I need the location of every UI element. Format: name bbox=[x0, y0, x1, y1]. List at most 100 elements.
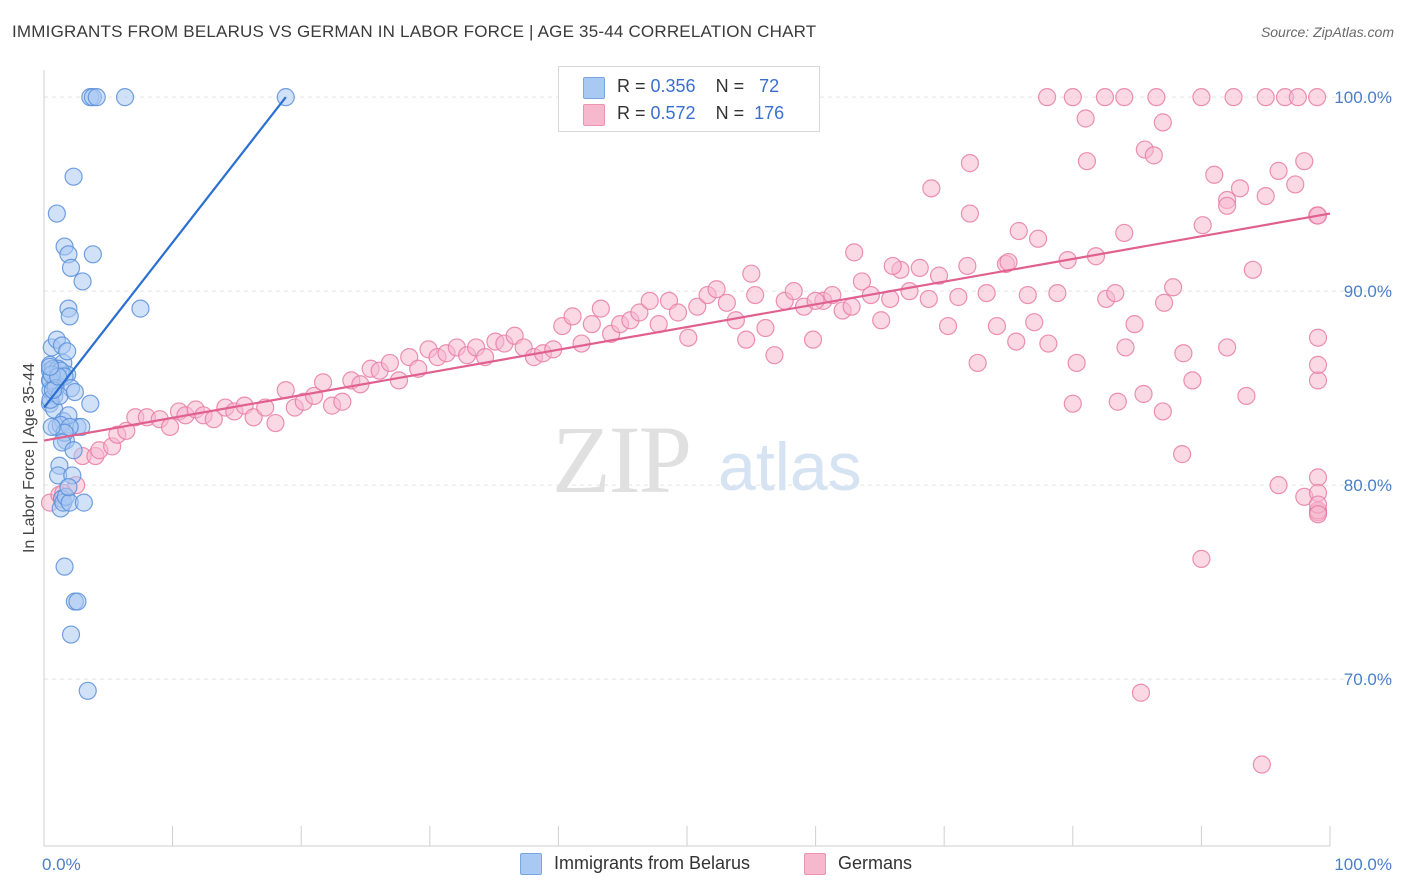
legend-n-value: 176 bbox=[754, 103, 785, 123]
german-point-129 bbox=[1295, 152, 1314, 171]
german-point-135 bbox=[922, 179, 941, 198]
legend-swatch-germans bbox=[583, 104, 605, 126]
german-point-122 bbox=[1205, 165, 1224, 184]
german-point-22 bbox=[244, 408, 263, 427]
german-point-151 bbox=[1308, 371, 1328, 390]
german-point-155 bbox=[1308, 328, 1328, 347]
german-point-104 bbox=[1028, 229, 1048, 248]
german-point-159 bbox=[1252, 755, 1271, 774]
german-point-144 bbox=[1192, 549, 1211, 568]
german-point-169 bbox=[1288, 88, 1307, 107]
german-point-71 bbox=[717, 293, 736, 312]
german-point-108 bbox=[1067, 353, 1086, 373]
stats-legend: R = 0.356 N = 72 R = 0.572 N = 176 bbox=[558, 66, 820, 132]
german-point-91 bbox=[910, 258, 929, 277]
german-point-138 bbox=[1025, 313, 1044, 332]
legend-r-value: 0.356 bbox=[650, 76, 696, 96]
german-point-162 bbox=[1095, 88, 1115, 107]
belarus-point-48 bbox=[60, 307, 79, 326]
legend-n-label: N = bbox=[715, 103, 750, 123]
german-point-93 bbox=[929, 266, 949, 285]
german-point-76 bbox=[765, 346, 784, 365]
x-tick-label-left: 0.0% bbox=[42, 855, 81, 874]
german-point-171 bbox=[1076, 109, 1095, 128]
german-point-143 bbox=[1173, 445, 1192, 464]
german-point-119 bbox=[1174, 344, 1193, 363]
bottom-legend-swatch-belarus bbox=[520, 853, 542, 875]
german-point-167 bbox=[1256, 88, 1275, 107]
belarus-point-37 bbox=[68, 592, 87, 611]
german-point-31 bbox=[333, 392, 352, 411]
y-axis-label: In Labor Force | Age 35-44 bbox=[21, 363, 38, 553]
bottom-legend-label-germans: Germans bbox=[838, 853, 913, 873]
german-point-96 bbox=[958, 256, 977, 276]
series-belarus bbox=[40, 88, 295, 700]
german-point-102 bbox=[1009, 221, 1028, 241]
german-point-95 bbox=[949, 287, 968, 307]
german-point-116 bbox=[1144, 146, 1163, 165]
watermark-atlas: atlas bbox=[718, 429, 862, 505]
belarus-point-49 bbox=[131, 299, 150, 318]
x-tick-label-right: 100.0% bbox=[1334, 855, 1392, 874]
german-point-125 bbox=[1243, 260, 1262, 279]
legend-r-label: R = bbox=[617, 76, 651, 96]
german-point-82 bbox=[823, 285, 842, 305]
german-point-165 bbox=[1192, 88, 1211, 107]
german-point-141 bbox=[1134, 384, 1153, 404]
german-point-113 bbox=[1116, 338, 1135, 357]
german-point-55 bbox=[563, 307, 582, 326]
german-point-127 bbox=[1269, 161, 1288, 180]
belarus-point-65 bbox=[65, 382, 84, 402]
german-point-131 bbox=[742, 264, 761, 283]
german-point-142 bbox=[1153, 402, 1172, 421]
belarus-point-70 bbox=[64, 441, 83, 460]
german-point-145 bbox=[1218, 338, 1237, 357]
german-point-98 bbox=[977, 284, 996, 303]
belarus-point-68 bbox=[42, 417, 61, 437]
german-point-120 bbox=[1183, 371, 1202, 390]
german-point-87 bbox=[872, 311, 891, 330]
belarus-point-25 bbox=[81, 394, 100, 413]
chart-source: Source: ZipAtlas.com bbox=[1260, 24, 1394, 40]
chart-title: IMMIGRANTS FROM BELARUS VS GERMAN IN LAB… bbox=[12, 22, 817, 41]
german-point-150 bbox=[1308, 468, 1328, 487]
german-point-126 bbox=[1256, 187, 1275, 206]
y-tick-label-3: 100.0% bbox=[1334, 88, 1392, 107]
german-point-112 bbox=[1106, 284, 1125, 303]
german-point-140 bbox=[1108, 392, 1127, 411]
german-point-67 bbox=[679, 328, 698, 347]
y-tick-label-2: 90.0% bbox=[1344, 282, 1392, 301]
german-point-13 bbox=[160, 417, 180, 437]
belarus-point-45 bbox=[83, 245, 102, 264]
german-point-121 bbox=[1193, 216, 1212, 235]
german-point-92 bbox=[919, 289, 938, 309]
german-point-78 bbox=[784, 282, 803, 301]
legend-r-value: 0.572 bbox=[650, 103, 696, 123]
bottom-legend-label-belarus: Immigrants from Belarus bbox=[554, 853, 751, 873]
legend-r-label: R = bbox=[617, 103, 651, 123]
german-trend-line bbox=[43, 212, 1331, 442]
german-point-94 bbox=[938, 316, 958, 336]
german-point-134 bbox=[883, 256, 902, 276]
x-ticks: 0.0% 100.0% bbox=[42, 826, 1392, 874]
legend-swatch-belarus bbox=[583, 77, 605, 99]
german-point-105 bbox=[1039, 334, 1058, 353]
german-point-157 bbox=[1308, 355, 1328, 374]
german-point-173 bbox=[1218, 196, 1237, 215]
german-point-136 bbox=[960, 204, 980, 223]
german-point-97 bbox=[968, 353, 987, 373]
belarus-point-71 bbox=[59, 478, 78, 497]
german-point-146 bbox=[1237, 386, 1256, 406]
german-point-106 bbox=[1048, 284, 1067, 303]
german-point-156 bbox=[1308, 505, 1328, 524]
german-point-24 bbox=[266, 413, 285, 433]
german-point-57 bbox=[582, 315, 601, 334]
german-point-37 bbox=[389, 371, 409, 390]
german-point-174 bbox=[960, 154, 980, 173]
german-point-124 bbox=[1230, 179, 1250, 198]
german-point-85 bbox=[852, 272, 871, 291]
german-point-158 bbox=[1131, 683, 1151, 702]
german-point-163 bbox=[1115, 88, 1134, 107]
german-point-139 bbox=[1063, 394, 1082, 413]
legend-text-belarus: R = 0.356 N = 72 bbox=[617, 76, 779, 97]
